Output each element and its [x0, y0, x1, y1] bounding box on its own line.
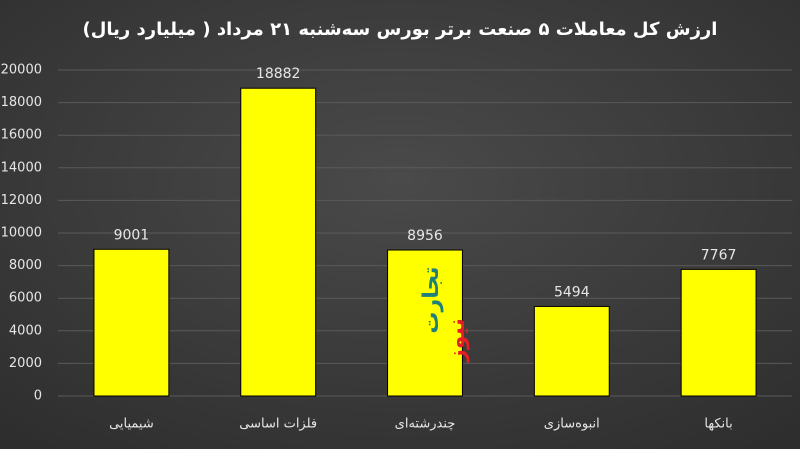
y-tick-label: 12000: [1, 193, 42, 208]
chart-title: ارزش کل معاملات ۵ صنعت برتر بورس سه‌شنبه…: [83, 19, 718, 40]
data-label: 18882: [256, 66, 301, 82]
y-tick-label: 0: [34, 389, 42, 404]
watermark: تجارت: [419, 266, 444, 333]
y-tick-label: 14000: [1, 160, 42, 175]
x-tick-label: شیمیایی: [109, 417, 154, 432]
bar: [387, 249, 463, 397]
bar: [93, 248, 170, 397]
y-tick-label: 6000: [9, 291, 42, 306]
bar: [533, 305, 610, 397]
y-tick-label: 18000: [1, 95, 42, 110]
x-tick-label: چندرشته‌ای: [395, 417, 456, 432]
x-tick-label: فلزات اساسی: [239, 417, 317, 432]
x-tick-label: بانکها: [704, 417, 732, 432]
y-tick-label: 20000: [1, 63, 42, 78]
data-label: 5494: [554, 284, 590, 300]
watermark: نیوز: [445, 318, 470, 363]
y-tick-label: 2000: [9, 356, 42, 371]
y-tick-label: 4000: [9, 323, 42, 338]
data-label: 9001: [114, 227, 150, 243]
y-tick-label: 8000: [9, 258, 42, 273]
x-tick-label: انبوه‌سازی: [544, 417, 600, 432]
bar: [240, 87, 317, 397]
bar: [680, 268, 757, 397]
data-label: 8956: [407, 228, 443, 244]
y-tick-label: 10000: [1, 226, 42, 241]
y-tick-label: 16000: [1, 128, 42, 143]
data-label: 7767: [701, 247, 737, 263]
